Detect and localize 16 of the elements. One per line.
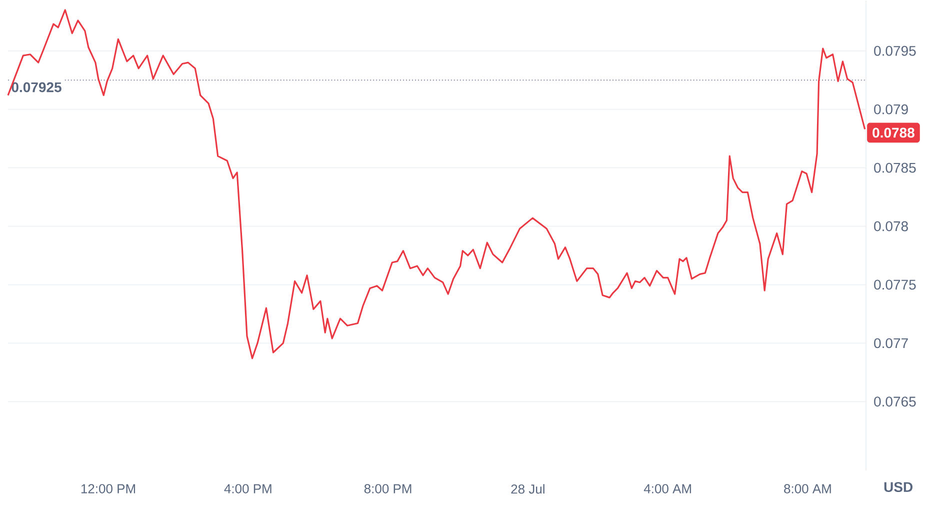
x-tick-label: 8:00 PM	[364, 484, 412, 494]
annotation: 0.0788	[872, 128, 914, 138]
x-tick-label: 4:00 PM	[224, 484, 272, 494]
y-tick-label: 0.079	[874, 104, 908, 114]
x-tick-label: 8:00 AM	[784, 484, 831, 494]
x-tick-label: 12:00 PM	[81, 484, 136, 494]
y-axis-title: USD	[884, 482, 912, 492]
y-tick-label: 0.078	[874, 221, 908, 232]
y-tick-label: 0.0765	[874, 396, 916, 407]
x-tick-label: 4:00 AM	[644, 484, 691, 494]
y-tick-label: 0.0795	[874, 46, 916, 56]
ref-line-label: 0.07925	[12, 82, 62, 92]
y-tick-label: 0.077	[874, 338, 908, 348]
x-tick-label: 28 Jul	[511, 484, 544, 494]
y-tick-label: 0.0785	[874, 163, 916, 173]
y-tick-label: 0.0775	[874, 280, 916, 290]
